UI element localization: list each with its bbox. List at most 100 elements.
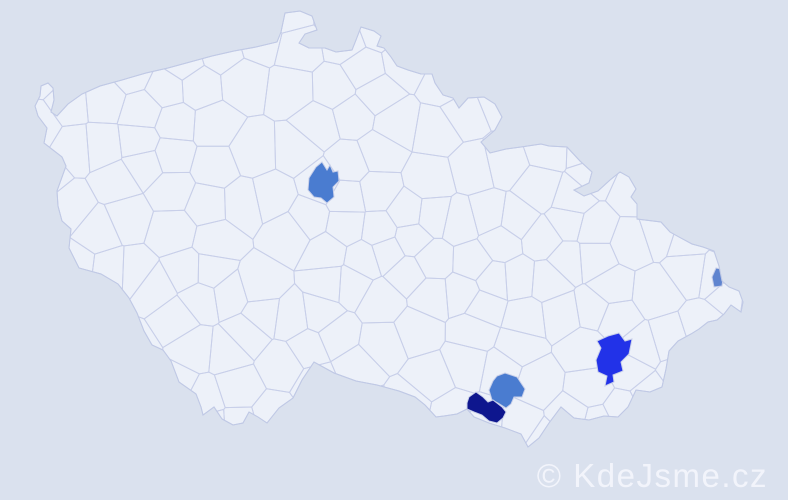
district-highlight-southeast-moravia [488, 372, 526, 409]
district-cell [382, 255, 427, 300]
district-cell [627, 426, 668, 447]
district-cell [150, 11, 205, 49]
district-cell [720, 126, 743, 167]
district-cell [120, 149, 164, 195]
district-cell [139, 426, 191, 447]
district-cell [407, 11, 462, 58]
district-cell [94, 11, 159, 48]
district-cell [35, 317, 64, 368]
district-cell [338, 264, 374, 314]
district-cell [562, 82, 610, 129]
district-cell [508, 61, 553, 102]
district-cell [700, 77, 743, 124]
country-outline [34, 10, 744, 448]
district-cell [35, 407, 75, 447]
district-cell [516, 92, 570, 131]
district-cell [217, 312, 273, 362]
district-cell [643, 105, 692, 154]
district-cell [529, 11, 569, 44]
district-cell [579, 242, 620, 285]
district-cell [680, 46, 723, 92]
district-cell [251, 11, 315, 34]
district-cell [725, 159, 743, 207]
district-cell [285, 100, 341, 153]
district-cell [35, 342, 77, 391]
district-cell [597, 299, 646, 347]
district-cell [573, 283, 610, 332]
district-cell [197, 253, 241, 289]
district-cell [476, 225, 524, 264]
district-cell [53, 381, 98, 423]
district-cell [35, 280, 52, 321]
watermark: © KdeJsme.cz [537, 457, 768, 494]
district-cell [718, 323, 743, 380]
district-cell [731, 237, 743, 281]
district-cell [651, 39, 686, 98]
district-cell [453, 11, 502, 53]
district-cell [579, 429, 632, 447]
district-highlight-zlin-area [595, 332, 633, 387]
district-cell [663, 87, 715, 136]
district-cell [664, 11, 708, 54]
district-cell [724, 417, 743, 447]
district-cell [695, 347, 735, 391]
district-cell [634, 405, 687, 445]
district-cell [615, 11, 672, 48]
district-cell [686, 163, 731, 218]
district-cell [313, 11, 368, 31]
district-cell [709, 198, 743, 240]
district-cell [35, 242, 58, 283]
district-cell [444, 271, 481, 320]
district-cell [565, 11, 620, 51]
district-cell [99, 420, 144, 447]
district-cell [576, 40, 623, 97]
district-cell [607, 83, 666, 141]
district-cell [618, 131, 670, 181]
district-cell [116, 88, 163, 129]
district-cell [48, 278, 96, 313]
district-cell [385, 185, 423, 229]
district-cell [731, 376, 743, 420]
district-cell [354, 72, 411, 117]
district-cell [543, 206, 585, 242]
district-cell [658, 253, 706, 301]
district-cell [459, 25, 518, 76]
district-cell [63, 413, 108, 447]
district-cell [673, 11, 743, 32]
district-cell [360, 210, 398, 246]
district-cell [515, 34, 571, 66]
district-cell [37, 301, 72, 344]
district-cell [280, 430, 349, 447]
district-cell [695, 414, 738, 447]
district-cell [181, 64, 224, 111]
district-cell [163, 405, 199, 447]
district-cell [546, 45, 582, 97]
district-cell [405, 424, 462, 447]
district-cell [133, 378, 180, 431]
district-cell [458, 426, 510, 447]
district-cell [653, 149, 698, 189]
district-cell [701, 11, 743, 64]
district-cell [344, 427, 408, 447]
district-cell [646, 182, 700, 224]
district-cell [685, 380, 733, 416]
district-cell [67, 39, 117, 88]
district-highlight-central-bohemia [307, 161, 340, 204]
district-cell [54, 11, 107, 64]
district-cell [615, 40, 656, 90]
district-cell [665, 407, 712, 447]
district-cell [35, 11, 63, 59]
district-cell [714, 89, 743, 130]
district-cell [295, 400, 347, 436]
district-cell [719, 21, 743, 92]
district-highlight-south-moravia-border [466, 391, 507, 424]
district-cell [497, 11, 535, 52]
district-cell [94, 370, 144, 424]
district-cell [187, 11, 253, 34]
district-cell [70, 292, 124, 343]
district-cell [65, 339, 113, 388]
district-cell [439, 87, 492, 143]
highlighted-districts [307, 161, 724, 424]
